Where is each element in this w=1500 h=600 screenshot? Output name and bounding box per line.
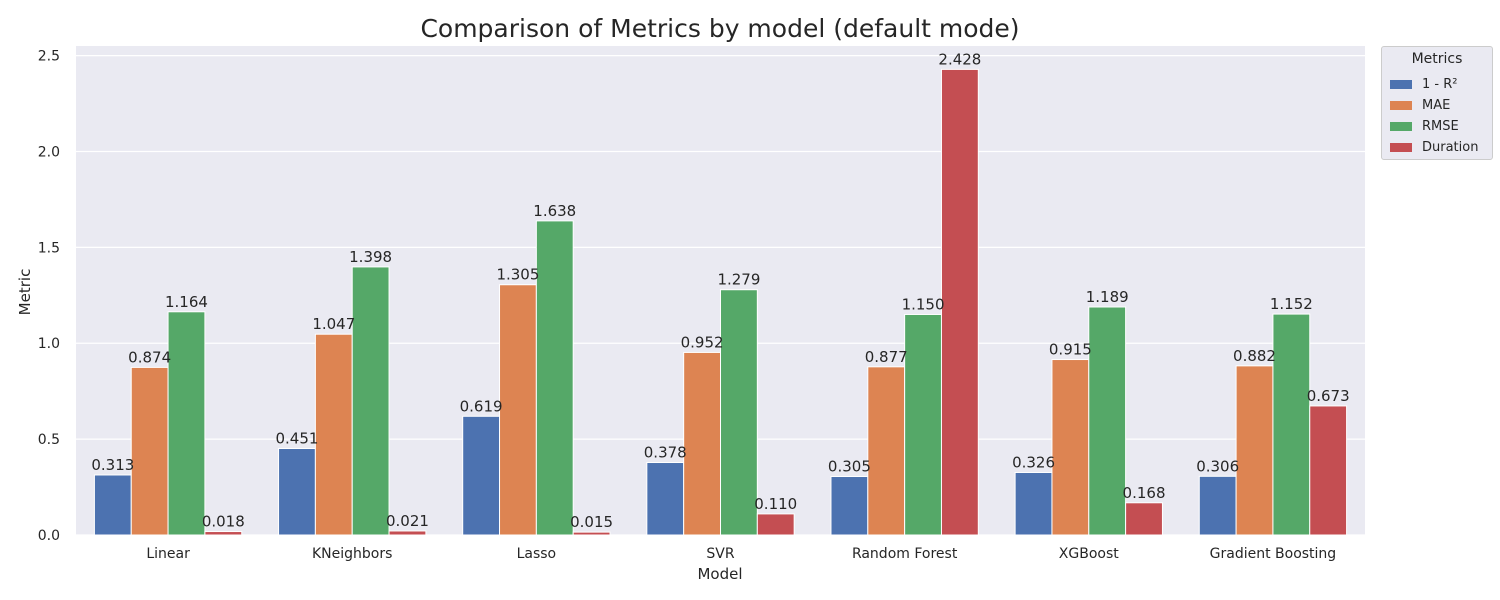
data-label: 0.018 xyxy=(202,513,245,531)
x-axis-ticks: Linear KNeighbors Lasso SVR Random Forest XGB… xyxy=(146,546,1336,562)
bar xyxy=(388,530,427,536)
bar xyxy=(1125,502,1163,536)
data-label: 0.305 xyxy=(828,458,871,476)
data-label: 1.150 xyxy=(902,295,945,313)
data-label: 1.164 xyxy=(165,293,208,311)
bar xyxy=(867,366,906,536)
legend-label: Duration xyxy=(1422,139,1479,155)
bar xyxy=(204,531,243,536)
data-label: 0.313 xyxy=(91,456,134,474)
data-label: 0.952 xyxy=(681,333,724,351)
legend-item: Duration xyxy=(1390,139,1478,155)
bar xyxy=(499,284,537,536)
legend-swatch xyxy=(1390,142,1412,152)
bars xyxy=(93,68,1348,536)
data-label: 1.047 xyxy=(312,315,355,333)
data-label: 0.110 xyxy=(754,495,797,513)
bar xyxy=(940,68,979,536)
bar xyxy=(351,266,390,536)
bar xyxy=(1198,475,1237,536)
legend-swatch xyxy=(1390,100,1412,110)
legend-item: RMSE xyxy=(1390,118,1459,134)
x-tick-label: KNeighbors xyxy=(312,546,392,562)
data-label: 0.021 xyxy=(386,512,429,530)
bar xyxy=(535,220,574,536)
bar xyxy=(646,462,685,536)
legend-label: 1 - R² xyxy=(1422,76,1458,92)
bar xyxy=(904,313,942,536)
data-label: 2.428 xyxy=(938,50,981,68)
data-label: 0.915 xyxy=(1049,341,1092,359)
legend-item: MAE xyxy=(1390,97,1450,113)
x-tick-label: Lasso xyxy=(517,546,557,562)
data-label: 0.673 xyxy=(1307,387,1350,405)
y-tick-label: 1.0 xyxy=(38,336,60,352)
bar xyxy=(683,351,722,536)
bar xyxy=(1088,306,1127,536)
data-label: 0.619 xyxy=(460,397,503,415)
data-label: 0.877 xyxy=(865,348,908,366)
data-label: 1.279 xyxy=(717,271,760,289)
y-axis-ticks: 0.0 0.5 1.0 1.5 2.0 2.5 xyxy=(38,49,60,544)
x-axis-label: Model xyxy=(697,565,742,583)
data-label: 1.305 xyxy=(496,266,539,284)
legend-label: MAE xyxy=(1422,97,1451,113)
data-label: 0.874 xyxy=(128,348,171,366)
bar xyxy=(1309,405,1348,536)
data-label: 1.398 xyxy=(349,248,392,266)
data-label: 1.638 xyxy=(533,202,576,220)
y-tick-label: 0.0 xyxy=(38,528,60,544)
x-tick-label: XGBoost xyxy=(1059,546,1119,562)
x-tick-label: SVR xyxy=(706,546,734,562)
y-tick-label: 2.5 xyxy=(38,49,60,65)
legend-swatch xyxy=(1390,79,1412,89)
data-labels: 0.313 0.874 1.164 0.018 0.451 1.047 1.398 0.021… xyxy=(91,50,1349,531)
x-tick-label: Linear xyxy=(146,546,190,562)
y-tick-label: 0.5 xyxy=(38,432,60,448)
data-label: 0.882 xyxy=(1233,347,1276,365)
data-label: 0.168 xyxy=(1123,484,1166,502)
y-tick-label: 2.0 xyxy=(38,144,60,160)
bar xyxy=(93,474,132,536)
bar xyxy=(278,448,316,536)
data-label: 1.189 xyxy=(1086,288,1129,306)
bar xyxy=(314,333,353,536)
bar xyxy=(756,513,795,536)
legend-item: 1 - R² xyxy=(1390,76,1457,92)
y-tick-label: 1.5 xyxy=(38,240,60,256)
bar xyxy=(1272,313,1311,536)
y-axis-label: Metric xyxy=(16,269,34,316)
chart-title: Comparison of Metrics by model (default … xyxy=(420,14,1019,43)
x-tick-label: Gradient Boosting xyxy=(1210,546,1337,562)
bar xyxy=(462,415,501,536)
data-label: 0.378 xyxy=(644,444,687,462)
bar xyxy=(1051,359,1090,536)
bar xyxy=(572,531,611,536)
bar xyxy=(167,311,206,536)
data-label: 0.451 xyxy=(275,430,318,448)
data-label: 0.015 xyxy=(570,513,613,531)
data-label: 1.152 xyxy=(1270,295,1313,313)
legend-label: RMSE xyxy=(1422,118,1459,134)
bar xyxy=(1014,471,1053,536)
data-label: 0.306 xyxy=(1196,457,1239,475)
bar xyxy=(720,289,758,536)
x-tick-label: Random Forest xyxy=(852,546,958,562)
bar xyxy=(130,366,169,536)
data-label: 0.326 xyxy=(1012,453,1055,471)
bar xyxy=(830,476,869,536)
legend: Metrics 1 - R² MAE RMSE Duration xyxy=(1381,46,1493,160)
legend-swatch xyxy=(1390,121,1412,131)
bar xyxy=(1235,365,1274,536)
legend-title: Metrics xyxy=(1411,51,1463,67)
